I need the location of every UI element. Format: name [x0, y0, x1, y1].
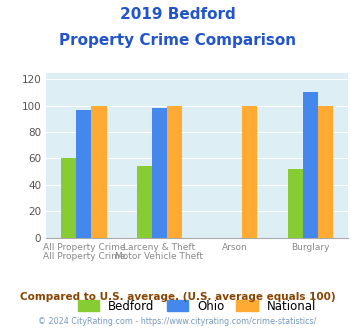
Bar — [288, 169, 302, 238]
Text: Property Crime Comparison: Property Crime Comparison — [59, 33, 296, 48]
Text: All Property Crime: All Property Crime — [43, 252, 125, 261]
Legend: Bedford, Ohio, National: Bedford, Ohio, National — [73, 295, 321, 317]
Bar — [318, 106, 333, 238]
Bar — [92, 106, 106, 238]
Bar — [61, 158, 76, 238]
Bar — [152, 108, 167, 238]
Text: © 2024 CityRating.com - https://www.cityrating.com/crime-statistics/: © 2024 CityRating.com - https://www.city… — [38, 317, 317, 326]
Text: Arson: Arson — [222, 243, 248, 251]
Bar — [242, 106, 257, 238]
Bar — [167, 106, 182, 238]
Text: All Property Crime: All Property Crime — [43, 243, 125, 251]
Text: Compared to U.S. average. (U.S. average equals 100): Compared to U.S. average. (U.S. average … — [20, 292, 335, 302]
Text: Motor Vehicle Theft: Motor Vehicle Theft — [115, 252, 203, 261]
Text: Burglary: Burglary — [291, 243, 329, 251]
Text: Larceny & Theft: Larceny & Theft — [123, 243, 195, 251]
Bar — [302, 92, 318, 238]
Bar — [137, 166, 152, 238]
Bar — [76, 110, 92, 238]
Text: 2019 Bedford: 2019 Bedford — [120, 7, 235, 21]
